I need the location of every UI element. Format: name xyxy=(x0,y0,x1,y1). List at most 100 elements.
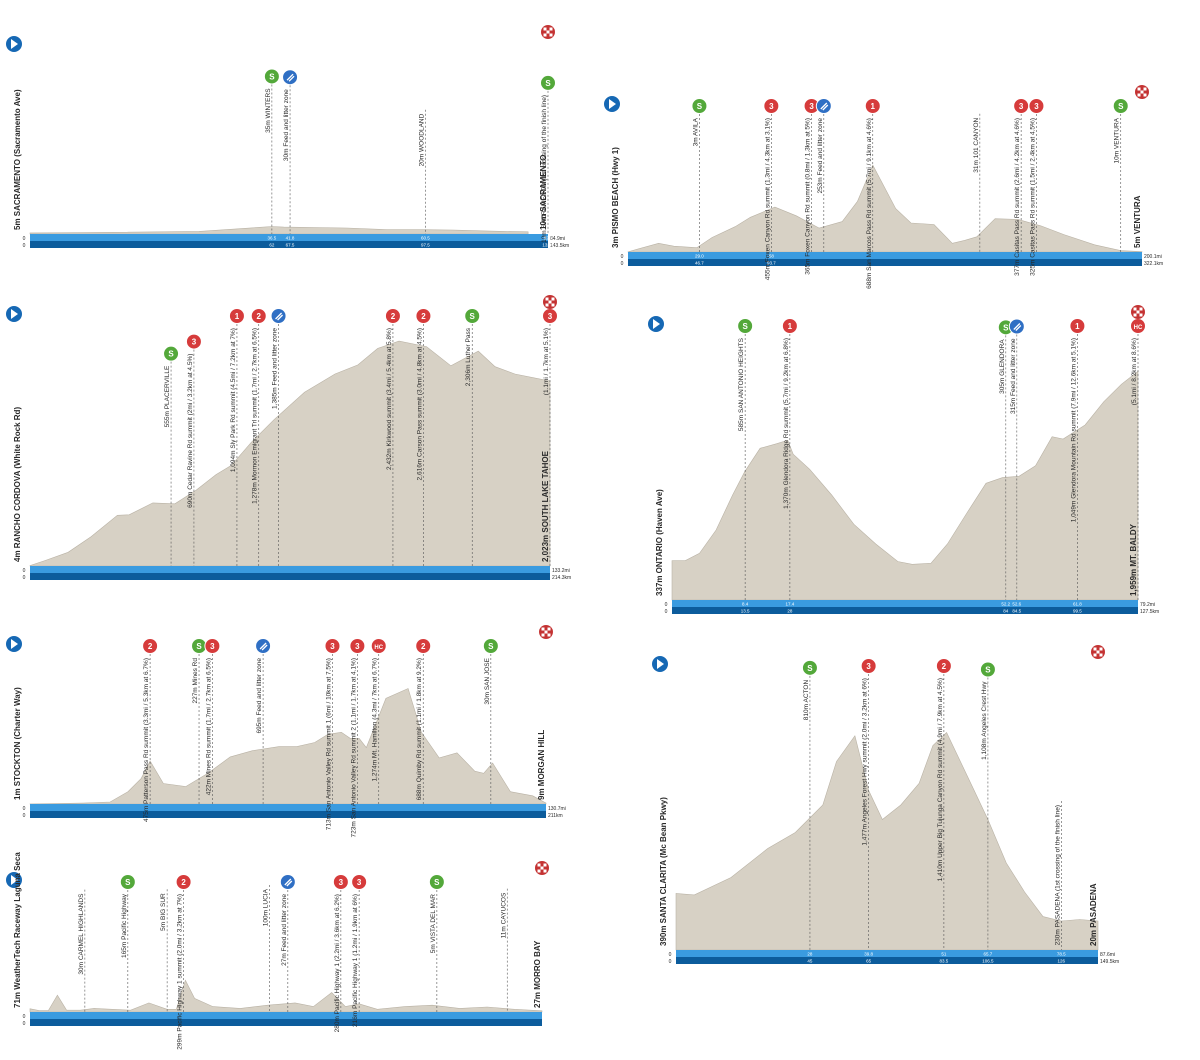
band-zero-miles: 0 xyxy=(23,1014,26,1020)
kom-icon xyxy=(415,638,432,654)
band-total-miles: 133.2mi xyxy=(552,568,570,574)
kom-icon xyxy=(415,308,432,324)
band-zero-km: 0 xyxy=(23,1021,26,1027)
badge-label: 2 xyxy=(181,878,186,887)
badge-label: 3 xyxy=(355,642,360,651)
marker-label: 3m AVILA xyxy=(692,117,699,146)
marker-label: 1,410m Upper Big Tujunga Canyon Rd summi… xyxy=(937,678,944,881)
kom-icon xyxy=(1069,318,1086,334)
feed-zone-glyph xyxy=(284,878,293,887)
marker-label: 1,278m Mormon Emigrant Trl summit (1.7mi… xyxy=(252,328,259,504)
badge-label: S xyxy=(434,878,440,887)
feed-zone-glyph xyxy=(286,73,295,82)
kom-icon xyxy=(370,638,387,654)
marker-distance-miles: 29.0 xyxy=(695,254,704,259)
marker-label: 30m CARMEL HIGHLANDS xyxy=(78,893,85,975)
finish-flag-check xyxy=(551,303,555,307)
marker-distance-miles: 78.5 xyxy=(1057,952,1066,957)
marker-distance-miles: 52.2 xyxy=(1001,602,1010,607)
sprint-icon xyxy=(979,661,996,678)
elevation-area xyxy=(675,731,1099,951)
badge-label: S xyxy=(742,322,748,331)
marker-distance-km: 126 xyxy=(1058,959,1066,964)
band-total-km: 214.3km xyxy=(552,575,571,581)
finish-flag-check xyxy=(1136,310,1140,314)
finish-flag-check xyxy=(546,30,550,34)
kom-icon xyxy=(349,638,366,654)
band-total-miles: 87.6mi xyxy=(1100,952,1115,958)
kom-icon xyxy=(250,308,267,324)
marker-distance-km: 132.5 xyxy=(542,243,554,248)
band-zero-miles: 0 xyxy=(665,602,668,608)
badge-label: S xyxy=(168,350,174,359)
kom-icon xyxy=(175,874,192,890)
distance-band-km xyxy=(628,259,1142,266)
finish-flag-check xyxy=(545,297,549,301)
marker-label: 100m LUCIA xyxy=(263,888,270,926)
sprint-icon xyxy=(1112,98,1129,114)
distance-band-miles xyxy=(30,234,548,241)
kom-icon xyxy=(763,98,780,114)
badge-label: S xyxy=(125,878,131,887)
marker-distance-miles: 65.7 xyxy=(984,952,993,957)
finish-flag-check xyxy=(1139,307,1143,311)
marker-label: 325m Casitas Pass Rd summit (1.5mi / 2.4… xyxy=(1029,118,1036,276)
marker-label: 723m San Antonio Valley Rd summit 2 (1.1… xyxy=(350,658,357,837)
marker-label: 230m PASADENA (1st crossing of the finis… xyxy=(1054,805,1061,945)
finish-label: 9m MORGAN HILL xyxy=(537,730,546,800)
band-zero-km: 0 xyxy=(669,959,672,965)
sprint-icon xyxy=(428,874,445,890)
badge-label: 3 xyxy=(769,102,774,111)
band-total-km: 211km xyxy=(548,813,563,819)
start-arrow-glyph xyxy=(11,309,18,319)
finish-label: 5m VENTURA xyxy=(1133,195,1142,248)
badge-label: 2 xyxy=(148,642,153,651)
marker-distance-km: 46.7 xyxy=(695,261,704,266)
marker-label: 30m SAN JOSE xyxy=(484,657,491,704)
feed-zone-glyph xyxy=(259,642,268,651)
finish-flag-check xyxy=(1137,93,1141,97)
finish-flag-check xyxy=(543,27,547,31)
elevation-area xyxy=(29,340,551,567)
band-total-miles: 200.1mi xyxy=(1144,254,1162,260)
badge-label: 3 xyxy=(1019,102,1024,111)
marker-label: 165m Pacific Highway xyxy=(121,893,128,958)
marker-label: 30m Feed and litter zone xyxy=(283,89,290,161)
badge-label: 1 xyxy=(871,102,876,111)
marker-label: 422m Mines Rd summit (1.7mi / 2.7km at 6… xyxy=(205,658,212,795)
finish-flag-check xyxy=(1143,87,1147,91)
marker-label: 475m Patterson Pass Rd summit (3.3mi / 5… xyxy=(143,658,150,822)
kom-icon xyxy=(185,333,202,350)
finish-flag-check xyxy=(549,27,553,31)
finish-flag-check xyxy=(1093,653,1097,657)
finish-flag-check xyxy=(1096,650,1100,654)
marker-label: 2,306m Luther Pass xyxy=(465,327,472,386)
marker-label: 227m Mines Rd xyxy=(192,658,199,704)
badge-label: S xyxy=(1118,102,1124,111)
start-arrow-glyph xyxy=(609,99,616,109)
marker-label: 10m VENTURA xyxy=(1114,117,1121,163)
sprint-icon xyxy=(540,74,556,91)
marker-label: 688m San Marcos Pass Rd summit (5.7mi / … xyxy=(866,118,873,289)
feed-zone-glyph xyxy=(820,102,829,111)
marker-label: 585m SAN ANTONIO HEIGHTS xyxy=(738,337,745,431)
band-zero-miles: 0 xyxy=(669,952,672,958)
badge-label: 2 xyxy=(391,312,396,321)
band-total-km: 143.5km xyxy=(550,243,569,249)
marker-label: 5m BIG SUR xyxy=(160,893,167,931)
kom-icon xyxy=(228,308,245,324)
finish-flag-check xyxy=(544,630,548,634)
finish-flag-check xyxy=(541,627,545,631)
finish-flag-check xyxy=(1099,647,1103,651)
elevation-area xyxy=(29,979,543,1013)
kom-icon xyxy=(324,638,341,654)
badge-label: 3 xyxy=(192,338,197,347)
badge-label: 1 xyxy=(1075,322,1080,331)
elevation-area xyxy=(29,688,547,805)
marker-distance-miles: 51 xyxy=(941,952,947,957)
distance-band-miles xyxy=(30,1012,542,1019)
